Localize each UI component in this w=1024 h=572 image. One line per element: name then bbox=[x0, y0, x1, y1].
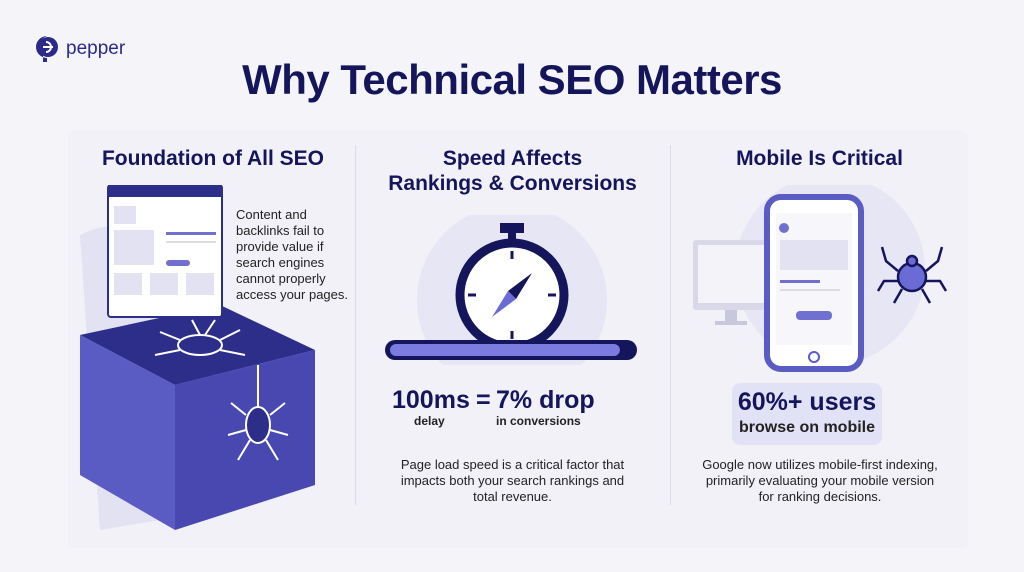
mobile-heading: Mobile Is Critical bbox=[736, 147, 903, 170]
spider-icon bbox=[227, 365, 289, 461]
stat-users: 60%+ users bbox=[737, 388, 877, 416]
foundation-text: Content and backlinks fail to provide va… bbox=[236, 207, 349, 302]
spider-icon bbox=[876, 246, 948, 304]
page-title: Why Technical SEO Matters bbox=[242, 56, 782, 103]
spider-icon bbox=[154, 319, 246, 356]
foundation-illustration bbox=[80, 185, 315, 530]
speed-illustration bbox=[385, 215, 637, 365]
stat-equals: = bbox=[476, 386, 491, 414]
speed-text: Page load speed is a critical factor tha… bbox=[400, 457, 625, 504]
browser-window-icon bbox=[107, 185, 223, 318]
label-conversions: in conversions bbox=[496, 414, 581, 428]
mobile-stat-card bbox=[732, 383, 882, 445]
mobile-illustration bbox=[693, 185, 948, 372]
brand-logo: pepper bbox=[34, 34, 125, 64]
speed-heading: Speed Affects Rankings & Conversions bbox=[360, 146, 665, 196]
mobile-text: Google now utilizes mobile-first indexin… bbox=[702, 457, 938, 504]
brand-name: pepper bbox=[66, 38, 126, 59]
smartphone-icon bbox=[764, 194, 864, 372]
speed-heading-line-1: Speed Affects bbox=[442, 147, 583, 170]
stat-delay: 100ms bbox=[392, 386, 470, 414]
pepper-logo-icon bbox=[36, 36, 58, 62]
stopwatch-icon bbox=[455, 223, 569, 352]
label-delay: delay bbox=[414, 414, 445, 428]
stat-users-sub: browse on mobile bbox=[738, 419, 875, 436]
divider bbox=[355, 145, 356, 505]
speed-heading-line-2: Rankings & Conversions bbox=[388, 172, 637, 195]
foundation-heading: Foundation of All SEO bbox=[101, 147, 325, 170]
divider bbox=[670, 145, 671, 505]
progress-fill bbox=[390, 344, 620, 356]
stat-drop: 7% drop bbox=[496, 386, 595, 414]
monitor-icon bbox=[693, 240, 773, 325]
box-icon bbox=[80, 305, 315, 530]
